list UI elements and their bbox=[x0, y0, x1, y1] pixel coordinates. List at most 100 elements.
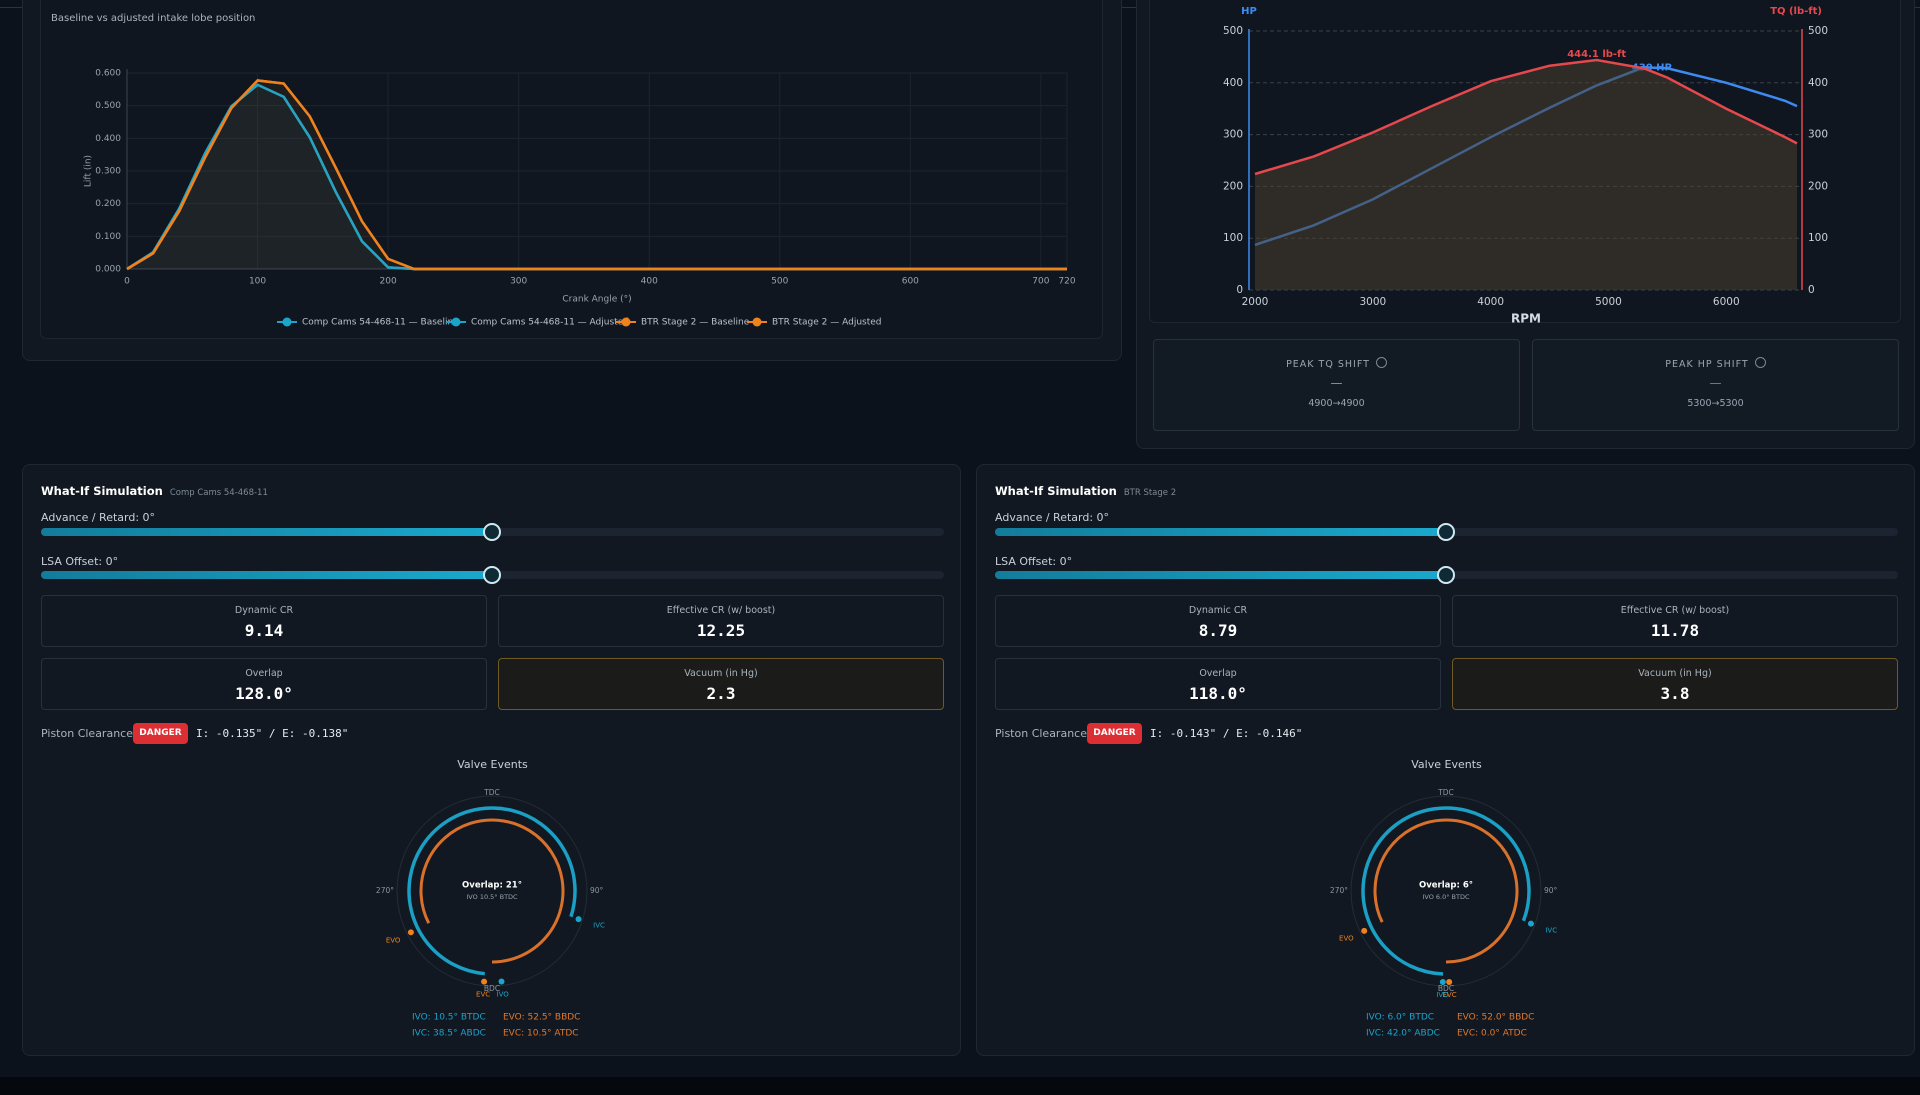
lift-subtitle: Baseline vs adjusted intake lobe positio… bbox=[51, 13, 256, 24]
metric-box: Effective CR (w/ boost) 11.78 bbox=[1452, 595, 1898, 647]
dial-label: BDC bbox=[1438, 984, 1454, 993]
metric-label: Effective CR (w/ boost) bbox=[666, 605, 776, 616]
clearance-value: I: -0.135" / E: -0.138" bbox=[196, 727, 349, 740]
info-icon bbox=[1754, 357, 1766, 368]
event-text: EVO: 52.0° BBDC bbox=[1457, 1013, 1534, 1023]
metric-box: Vacuum (in Hg) 3.8 bbox=[1452, 658, 1898, 710]
intake-arc bbox=[1361, 806, 1531, 976]
dial-label: TDC bbox=[1437, 788, 1454, 797]
danger-badge: DANGER bbox=[1087, 723, 1142, 744]
valve-title: Valve Events bbox=[457, 758, 528, 771]
event-marker bbox=[1446, 978, 1453, 985]
metric-label: Dynamic CR bbox=[234, 605, 294, 616]
sim-header: What-If Simulation BTR Stage 2 bbox=[995, 480, 1176, 499]
metric-value: 11.78 bbox=[1650, 621, 1700, 640]
card-value: — bbox=[1709, 376, 1722, 390]
bottom-bar bbox=[0, 1077, 1920, 1095]
metric-box: Overlap 118.0° bbox=[995, 658, 1441, 710]
metric-label: Vacuum (in Hg) bbox=[1638, 668, 1712, 679]
slider-thumb[interactable] bbox=[1437, 523, 1455, 541]
sim-header: What-If Simulation Comp Cams 54-468-11 bbox=[41, 480, 268, 499]
event-marker bbox=[498, 978, 505, 985]
slider-fill bbox=[41, 528, 492, 536]
dial-label: TDC bbox=[483, 788, 500, 797]
card-title-text: PEAK TQ SHIFT bbox=[1286, 359, 1370, 370]
overlap-text: Overlap: 6° bbox=[1419, 881, 1473, 891]
event-marker-label: EVC bbox=[1443, 991, 1457, 999]
slider-thumb[interactable] bbox=[483, 566, 501, 584]
dyno-card bbox=[1149, 0, 1901, 323]
event-text: IVC: 42.0° ABDC bbox=[1366, 1029, 1440, 1039]
slider-label: LSA Offset: 0° bbox=[995, 555, 1073, 568]
dial-ring bbox=[396, 795, 588, 987]
sim-cam: Comp Cams 54-468-11 bbox=[169, 488, 268, 498]
slider-thumb[interactable] bbox=[1437, 566, 1455, 584]
event-marker bbox=[407, 929, 414, 936]
overlap-sub: IVO 6.0° BTDC bbox=[1422, 893, 1470, 901]
card-detail: 4900→4900 bbox=[1308, 398, 1365, 409]
event-text: IVO: 6.0° BTDC bbox=[1366, 1013, 1434, 1023]
event-text: EVO: 52.5° BBDC bbox=[503, 1013, 580, 1023]
overlap-sub: IVO 10.5° BTDC bbox=[466, 893, 518, 901]
dial-label: 270° bbox=[1330, 886, 1348, 895]
metric-label: Dynamic CR bbox=[1188, 605, 1248, 616]
slider-fill bbox=[995, 528, 1446, 536]
dial-label: BDC bbox=[484, 984, 500, 993]
metric-box: Dynamic CR 9.14 bbox=[41, 595, 487, 647]
metric-value: 128.0° bbox=[235, 684, 293, 703]
exhaust-arc bbox=[419, 818, 565, 964]
sim-panel: What-If Simulation Comp Cams 54-468-11 Adv… bbox=[22, 464, 961, 1056]
event-marker bbox=[481, 978, 488, 985]
event-marker-label: EVO bbox=[386, 936, 401, 944]
clearance-value: I: -0.143" / E: -0.146" bbox=[1150, 727, 1303, 740]
clearance-label: Piston Clearance: bbox=[995, 727, 1091, 740]
event-marker bbox=[575, 916, 582, 923]
card-detail: 5300→5300 bbox=[1687, 398, 1744, 409]
event-marker-label: IVO bbox=[497, 990, 510, 998]
event-text: IVO: 10.5° BTDC bbox=[412, 1013, 486, 1023]
exhaust-arc bbox=[1373, 818, 1519, 964]
info-icon bbox=[1375, 357, 1387, 368]
event-marker bbox=[1361, 927, 1368, 934]
metric-label: Vacuum (in Hg) bbox=[684, 668, 758, 679]
event-text: EVC: 10.5° ATDC bbox=[503, 1029, 579, 1039]
metric-value: 2.3 bbox=[706, 684, 736, 703]
card-title: PEAK HP SHIFT bbox=[1533, 357, 1898, 370]
lift-card bbox=[40, 0, 1103, 339]
slider-fill bbox=[41, 571, 492, 579]
event-text: EVC: 0.0° ATDC bbox=[1457, 1029, 1527, 1039]
slider-thumb[interactable] bbox=[483, 523, 501, 541]
event-marker-label: IVO bbox=[1436, 991, 1449, 999]
metric-value: 9.14 bbox=[244, 621, 284, 640]
card-title-text: PEAK HP SHIFT bbox=[1665, 359, 1749, 370]
event-marker-label: IVC bbox=[593, 922, 605, 930]
danger-badge: DANGER bbox=[133, 723, 188, 744]
metric-value: 12.25 bbox=[696, 621, 746, 640]
slider-label: LSA Offset: 0° bbox=[41, 555, 119, 568]
intake-arc bbox=[407, 806, 577, 976]
valve-title: Valve Events bbox=[1411, 758, 1482, 771]
overlap-text: Overlap: 21° bbox=[462, 881, 522, 891]
shift-card: PEAK TQ SHIFT — 4900→4900 bbox=[1153, 339, 1520, 431]
sim-panel: What-If Simulation BTR Stage 2 Advance / R… bbox=[976, 464, 1915, 1056]
dial-label: 90° bbox=[1544, 886, 1558, 895]
metric-label: Overlap bbox=[1199, 668, 1237, 679]
event-marker-label: EVO bbox=[1339, 935, 1354, 943]
metric-value: 8.79 bbox=[1198, 621, 1238, 640]
sim-cam: BTR Stage 2 bbox=[1123, 488, 1177, 498]
event-marker-label: EVC bbox=[476, 991, 490, 999]
metric-value: 3.8 bbox=[1660, 684, 1690, 703]
metric-box: Vacuum (in Hg) 2.3 bbox=[498, 658, 944, 710]
metric-box: Effective CR (w/ boost) 12.25 bbox=[498, 595, 944, 647]
metric-label: Overlap bbox=[245, 668, 283, 679]
slider-label: Advance / Retard: 0° bbox=[995, 511, 1110, 524]
metric-box: Dynamic CR 8.79 bbox=[995, 595, 1441, 647]
sim-title: What-If Simulation bbox=[995, 484, 1117, 498]
event-marker bbox=[1439, 978, 1446, 985]
shift-card: PEAK HP SHIFT — 5300→5300 bbox=[1532, 339, 1899, 431]
card-title: PEAK TQ SHIFT bbox=[1154, 357, 1519, 370]
metric-label: Effective CR (w/ boost) bbox=[1620, 605, 1730, 616]
metric-value: 118.0° bbox=[1189, 684, 1247, 703]
